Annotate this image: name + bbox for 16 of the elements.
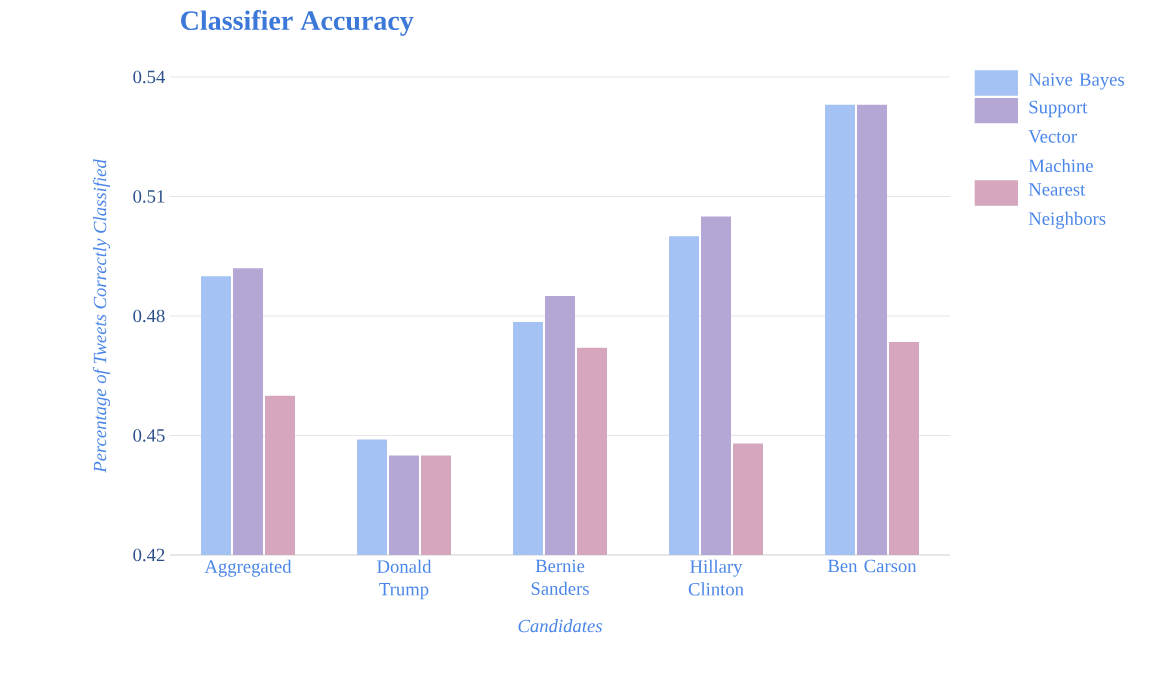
x-tick-label: Hillary Clinton <box>688 559 744 596</box>
y-tick-label: 0.42 <box>133 548 165 562</box>
legend-label: Nearest Neighbors <box>1028 183 1106 229</box>
y-tick-label: 0.45 <box>133 429 165 442</box>
chart-title: Classifier Accuracy <box>181 10 414 36</box>
y-axis-title: Percentage of Tweets Correctly Classified <box>92 159 111 473</box>
legend-label: Support Vector Machine <box>1028 100 1093 173</box>
y-tick-label: 0.54 <box>133 70 166 84</box>
x-tick-label: Bernie Sanders <box>531 559 589 595</box>
x-tick-label: Ben Carson <box>827 559 917 573</box>
x-axis-title: Candidates <box>518 619 602 633</box>
legend-label: Naive Bayes <box>1028 73 1125 90</box>
x-tick-label: Donald Trump <box>377 559 432 600</box>
y-tick-label: 0.51 <box>133 190 165 203</box>
y-tick-label: 0.48 <box>133 309 165 323</box>
x-tick-label: Aggregated <box>204 559 292 577</box>
